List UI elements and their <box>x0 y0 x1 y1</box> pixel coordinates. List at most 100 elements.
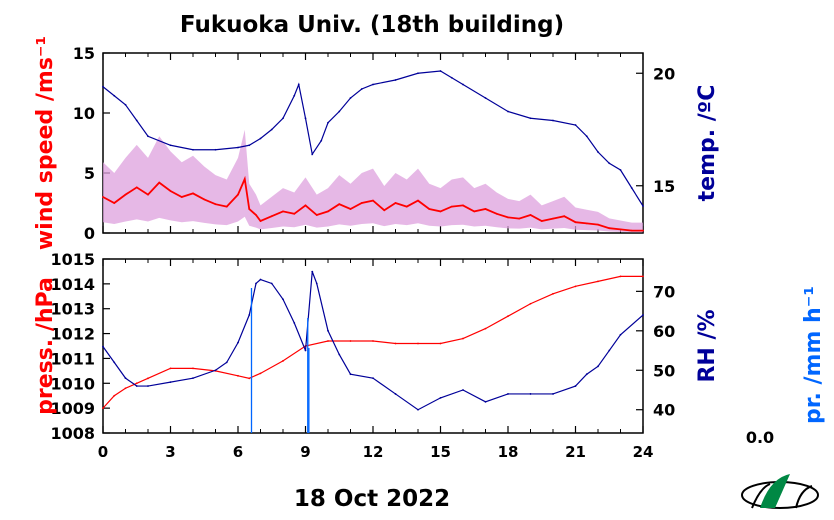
data-point <box>507 315 509 318</box>
x-axis-label: 18 Oct 2022 <box>294 486 450 512</box>
x-tick-label: 24 <box>633 443 654 461</box>
data-point <box>428 208 431 210</box>
data-point <box>282 210 284 213</box>
data-point <box>259 372 262 375</box>
data-point <box>597 280 599 283</box>
data-point <box>597 365 599 368</box>
data-point <box>394 202 397 204</box>
y-right-tick-label: 15 <box>653 177 675 196</box>
data-point <box>597 151 599 153</box>
data-point <box>214 369 217 372</box>
data-point <box>552 292 554 295</box>
data-point <box>349 373 352 376</box>
data-point <box>552 119 554 122</box>
data-point <box>135 385 138 387</box>
data-point <box>529 117 532 120</box>
data-point <box>338 353 341 356</box>
data-point <box>608 162 611 165</box>
data-point <box>169 381 172 384</box>
data-point <box>585 373 588 376</box>
data-point <box>574 385 577 387</box>
data-point <box>147 135 149 138</box>
data-point <box>450 76 453 79</box>
data-point <box>113 94 116 97</box>
data-point <box>270 128 273 131</box>
data-point <box>102 407 104 410</box>
data-point <box>113 394 116 397</box>
data-point <box>255 214 257 216</box>
data-point <box>259 220 262 222</box>
data-point <box>574 285 577 288</box>
pressure-line <box>102 275 643 409</box>
data-point <box>147 385 149 387</box>
data-point <box>462 83 464 86</box>
data-point <box>124 387 127 390</box>
data-point <box>327 210 329 213</box>
data-point <box>327 340 329 342</box>
x-tick-label: 18 <box>498 443 519 461</box>
y-left-axis-label: press. /hPa <box>33 277 58 415</box>
data-point <box>619 228 622 231</box>
y-left-tick-label: 1013 <box>50 300 95 319</box>
data-point <box>243 178 246 180</box>
data-point <box>360 202 363 204</box>
data-point <box>192 192 194 195</box>
data-point <box>320 139 323 142</box>
data-point <box>214 203 217 206</box>
data-point <box>237 374 239 377</box>
y-right-axis-label: RH /% <box>695 309 720 382</box>
data-point <box>327 121 329 124</box>
data-point <box>473 210 476 213</box>
y-left-tick-label: 1012 <box>50 325 95 344</box>
data-point <box>552 393 554 395</box>
y-left-tick-label: 0 <box>84 224 95 243</box>
data-point <box>642 275 644 278</box>
data-point <box>338 203 341 206</box>
logo <box>741 474 819 509</box>
data-point <box>192 377 194 380</box>
data-point <box>293 322 296 324</box>
x-tick-label: 12 <box>363 443 384 461</box>
data-point <box>619 169 622 171</box>
data-point <box>417 408 419 411</box>
data-point <box>484 97 487 99</box>
data-point <box>360 88 363 90</box>
data-point <box>192 148 194 151</box>
y-left-tick-label: 1014 <box>50 275 95 294</box>
x-tick-label: 0 <box>98 443 108 461</box>
data-point <box>484 208 487 210</box>
data-point <box>169 144 172 147</box>
data-point <box>327 329 329 332</box>
y-left-axis-label: wind speed /ms⁻¹ <box>33 36 58 250</box>
x-tick-label: 21 <box>565 443 586 461</box>
y-left-tick-label: 15 <box>73 44 95 63</box>
y-left-tick-label: 1009 <box>50 399 95 418</box>
chart-title: Fukuoka Univ. (18th building) <box>180 12 564 38</box>
data-point <box>147 377 149 380</box>
data-point <box>372 199 374 202</box>
x-tick-label: 15 <box>430 443 451 461</box>
y-left-tick-label: 1011 <box>50 349 95 368</box>
data-point <box>338 110 341 113</box>
data-point <box>484 327 487 330</box>
data-point <box>405 205 408 208</box>
data-point <box>237 193 239 196</box>
data-point <box>180 196 183 198</box>
data-point <box>293 212 296 215</box>
data-point <box>304 117 307 120</box>
wind-gust-band <box>103 129 643 233</box>
data-point <box>462 204 464 207</box>
data-point <box>225 205 228 208</box>
data-point <box>248 377 251 380</box>
data-point <box>529 393 532 395</box>
data-point <box>439 342 442 345</box>
data-point <box>315 214 318 216</box>
data-point <box>439 396 442 399</box>
data-point <box>158 181 161 184</box>
data-point <box>507 216 509 219</box>
data-point <box>304 349 307 352</box>
data-point <box>169 367 172 370</box>
data-point <box>113 361 116 364</box>
